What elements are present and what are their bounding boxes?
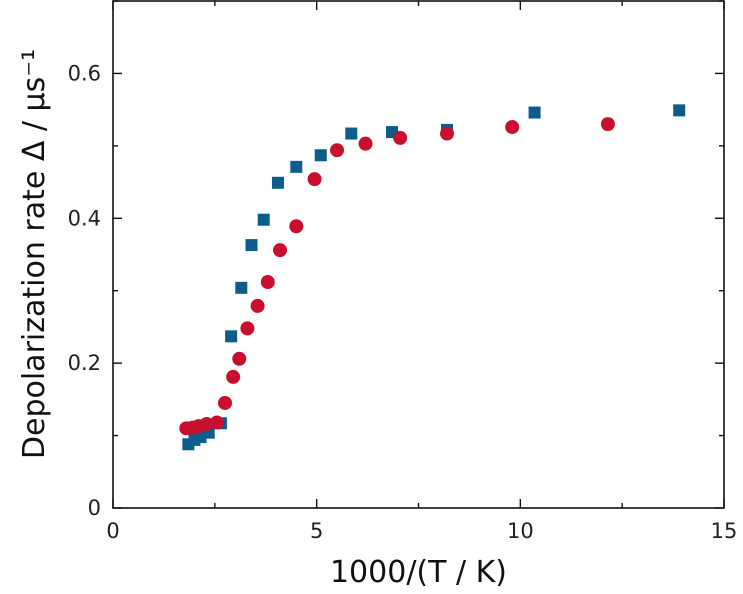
- data-point-circle: [505, 120, 520, 135]
- y-tick-label: 0.2: [68, 351, 101, 375]
- x-tick-label: 10: [507, 519, 534, 543]
- y-tick-label: 0.4: [68, 206, 101, 230]
- data-point-circle: [440, 126, 455, 141]
- data-point-circle: [209, 415, 224, 430]
- data-point-circle: [232, 351, 247, 366]
- data-point-square: [528, 106, 541, 119]
- data-point-circle: [289, 219, 304, 234]
- series-square: [182, 104, 686, 451]
- data-point-square: [245, 239, 258, 252]
- x-tick-label: 15: [711, 519, 738, 543]
- data-point-square: [345, 127, 358, 140]
- data-point-circle: [307, 172, 322, 187]
- data-point-circle: [358, 136, 373, 151]
- data-point-square: [235, 281, 248, 294]
- data-point-circle: [226, 369, 241, 384]
- data-point-circle: [330, 143, 345, 158]
- tick-labels: 0 5 10 15 0 0.2 0.4 0.6: [68, 61, 738, 543]
- x-axis-label: 1000/(T / K): [330, 555, 507, 590]
- x-tick-label: 5: [310, 519, 323, 543]
- y-tick-label: 0.6: [68, 61, 101, 85]
- axis-ticks: [112, 0, 725, 509]
- series-circle: [179, 117, 615, 436]
- data-markers: [179, 104, 686, 451]
- data-point-square: [673, 104, 686, 117]
- data-point-square: [290, 160, 303, 173]
- data-point-circle: [393, 130, 408, 145]
- data-point-square: [257, 213, 270, 226]
- data-point-circle: [250, 298, 265, 313]
- data-point-circle: [240, 321, 255, 336]
- data-point-square: [271, 176, 284, 189]
- data-point-circle: [600, 117, 615, 132]
- data-point-square: [386, 126, 399, 139]
- data-point-circle: [260, 275, 275, 290]
- y-tick-label: 0: [88, 496, 101, 520]
- data-point-square: [314, 149, 327, 162]
- y-axis-label: Depolarization rate Δ / μs⁻¹: [17, 49, 52, 459]
- data-point-circle: [273, 243, 288, 258]
- x-tick-label: 0: [106, 519, 119, 543]
- data-point-circle: [218, 395, 233, 410]
- data-point-square: [225, 330, 238, 343]
